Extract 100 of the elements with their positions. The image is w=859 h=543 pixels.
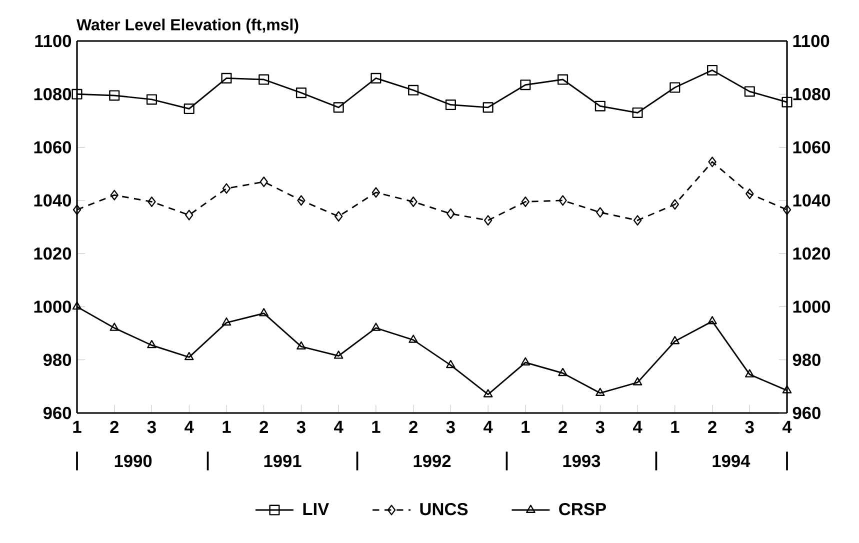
point (258, 74, 270, 85)
y2-tick-label: 1060 (34, 141, 72, 154)
point (596, 388, 605, 396)
point (408, 84, 419, 96)
point (372, 187, 380, 198)
x-tick-label: 4 (632, 420, 642, 433)
chart-title: Water Level Elevation (ft,msl) (76, 18, 298, 34)
point (670, 82, 680, 93)
point (222, 183, 231, 194)
point (707, 64, 718, 76)
y-tick-label: 1080 (793, 88, 830, 100)
point (446, 360, 456, 368)
point (558, 74, 568, 85)
point (408, 334, 418, 343)
y-tick-label: 1020 (793, 247, 830, 260)
point (146, 94, 158, 105)
x-tick-label: 3 (296, 420, 306, 434)
point (334, 211, 343, 222)
point (371, 322, 381, 331)
point (744, 86, 755, 97)
x-tick-label: 1 (671, 420, 680, 433)
point (221, 72, 232, 84)
point (596, 207, 604, 218)
point (110, 322, 120, 331)
x-tick-label: 2 (558, 420, 567, 434)
x-tick-label: 4 (782, 420, 792, 433)
point (520, 80, 531, 90)
point (72, 204, 82, 215)
point (409, 196, 418, 208)
x-tick-label: 4 (334, 420, 344, 433)
text: 1993 (563, 454, 600, 468)
y2-tick-label: 1100 (35, 34, 72, 48)
x-tick-label: 1 (222, 420, 231, 433)
x-tick-label: 2 (110, 420, 119, 434)
point (558, 195, 567, 206)
legend-label: LIV (303, 503, 330, 515)
point (521, 196, 530, 208)
point (594, 100, 606, 112)
point (632, 377, 642, 386)
y-tick-label: 980 (792, 354, 820, 366)
x-tick-label: 2 (409, 420, 418, 434)
y-tick-label: 1000 (793, 300, 830, 313)
y2-tick-label: 980 (43, 354, 72, 366)
y2-tick-label: 960 (43, 406, 72, 420)
point (260, 176, 268, 188)
y2-tick-label: 1020 (34, 247, 72, 260)
point (782, 204, 792, 215)
point (484, 215, 492, 226)
point (109, 90, 120, 101)
point (147, 340, 156, 348)
point (72, 301, 82, 310)
point (334, 350, 344, 359)
point (670, 199, 680, 210)
point (708, 316, 717, 324)
x-tick-label: 1 (73, 420, 82, 433)
point (370, 72, 382, 84)
text: 1991 (264, 454, 302, 468)
point (445, 100, 456, 110)
point (746, 188, 754, 200)
point (297, 195, 306, 206)
text: 1992 (414, 454, 451, 468)
point (259, 308, 268, 316)
point (72, 88, 82, 100)
point (745, 369, 754, 378)
text: 1994 (712, 454, 750, 468)
point (110, 190, 118, 200)
x-tick-label: 2 (260, 420, 268, 434)
point (670, 336, 680, 344)
point (296, 341, 306, 350)
y2-tick-label: 1000 (34, 300, 72, 313)
y-tick-label: 1040 (793, 194, 830, 207)
point (333, 102, 344, 113)
point (222, 317, 232, 326)
x-tick-label: 3 (745, 420, 754, 434)
y2-tick-label: 1080 (34, 88, 72, 100)
point (782, 385, 792, 394)
y-tick-label: 960 (792, 406, 820, 420)
point (520, 357, 530, 366)
point (632, 107, 643, 118)
point (184, 103, 194, 114)
point (185, 210, 194, 220)
point (483, 389, 493, 398)
x-tick-label: 1 (522, 420, 530, 433)
y2-tick-label: 1040 (34, 194, 72, 207)
point (558, 368, 568, 376)
point (446, 208, 455, 219)
point (148, 196, 156, 208)
x-tick-label: 4 (484, 420, 493, 433)
x-tick-label: 3 (147, 420, 156, 434)
point (708, 156, 716, 168)
legend-label: UNCS (420, 502, 468, 516)
point (482, 102, 494, 113)
x-tick-label: 2 (708, 420, 716, 434)
y-tick-label: 1100 (793, 34, 830, 48)
point (633, 215, 642, 226)
x-tick-label: 1 (372, 420, 380, 433)
x-tick-label: 3 (596, 420, 604, 434)
text: 1990 (114, 454, 152, 468)
point (782, 96, 792, 108)
point (296, 88, 306, 98)
